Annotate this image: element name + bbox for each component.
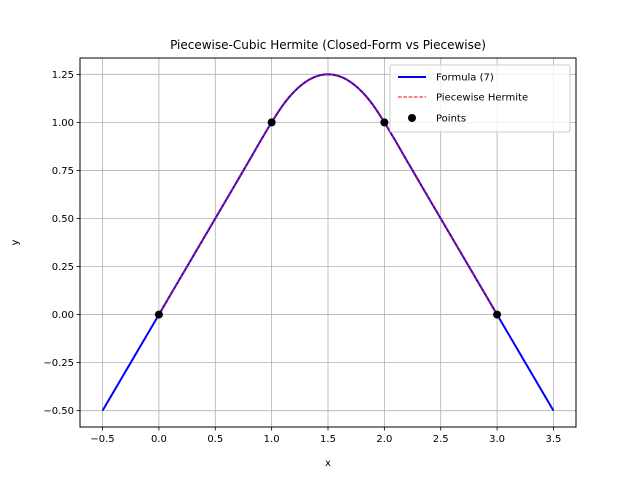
series-line-piecewise-hermite	[158, 73, 498, 315]
y-tick-label: 0.00	[52, 310, 74, 321]
x-tick-label: 0.5	[207, 434, 223, 445]
data-point	[493, 310, 502, 319]
x-tick-label: 0.0	[151, 434, 167, 445]
legend-swatch-points	[408, 114, 416, 122]
x-tick-label: 2.0	[376, 434, 392, 445]
legend-label-piecewise: Piecewise Hermite	[436, 93, 528, 104]
y-tick-label: 0.25	[52, 262, 74, 273]
y-tick-label: 1.00	[52, 118, 74, 129]
x-axis-label: x	[325, 458, 331, 469]
legend-label-formula: Formula (7)	[436, 73, 494, 84]
chart-title: Piecewise-Cubic Hermite (Closed-Form vs …	[170, 38, 486, 52]
legend-box	[389, 64, 571, 133]
x-tick-label: 3.5	[546, 434, 562, 445]
x-tick-label: 3.0	[489, 434, 505, 445]
y-tick-label: −0.25	[43, 358, 74, 369]
y-tick-label: 0.50	[52, 214, 74, 225]
legend: Formula (7) Piecewise Hermite Points	[389, 64, 571, 133]
x-tick-label: −0.5	[90, 434, 114, 445]
x-tick-label: 1.0	[264, 434, 280, 445]
y-tick-label: 0.75	[52, 166, 74, 177]
data-point	[267, 118, 276, 127]
x-tick-label: 1.5	[320, 434, 336, 445]
series-layer	[101, 73, 555, 412]
y-axis-label: y	[10, 239, 21, 245]
data-point	[380, 118, 389, 127]
x-tick-label: 2.5	[433, 434, 449, 445]
legend-label-points: Points	[436, 114, 466, 125]
data-point	[154, 310, 163, 319]
y-tick-label: −0.50	[43, 406, 74, 417]
ticks: −0.5 0.0 0.5 1.0 1.5 2.0 2.5 3.0 3.5 −0.50 −0.25 0.…	[43, 70, 561, 445]
y-tick-label: 1.25	[52, 70, 74, 81]
